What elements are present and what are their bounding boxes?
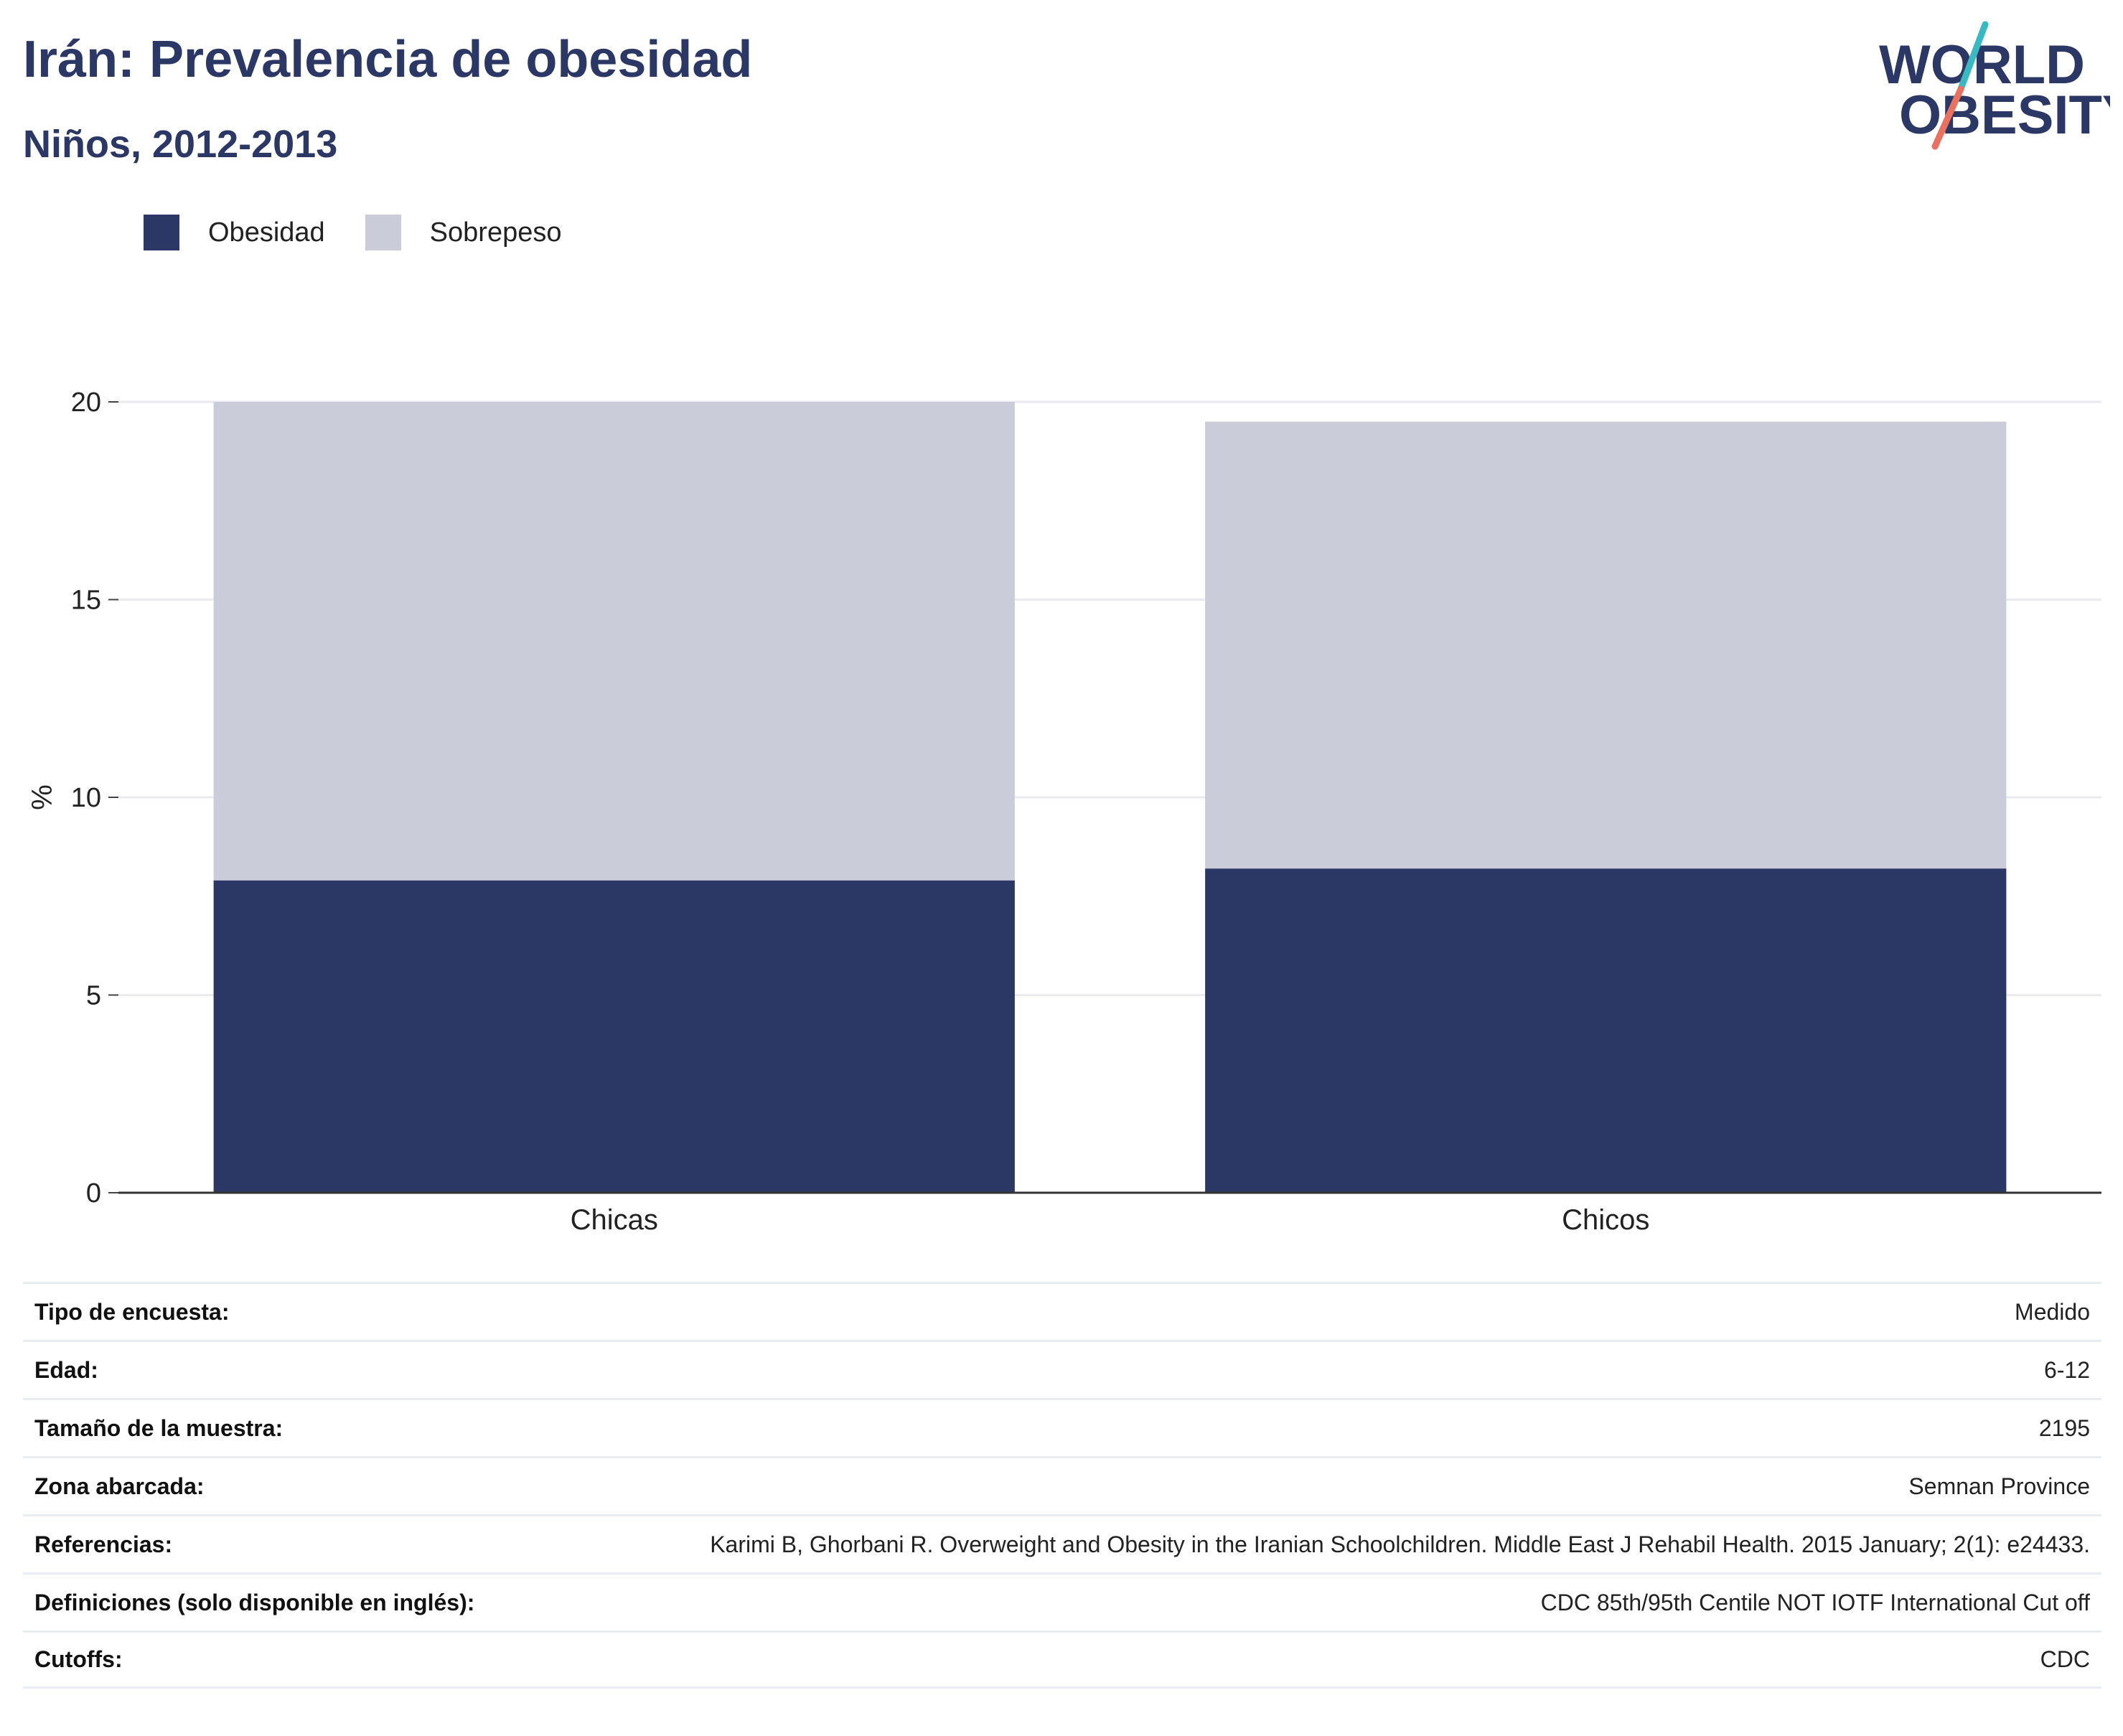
chart-title: Irán: Prevalencia de obesidad — [23, 31, 753, 88]
y-tick-label: 20 — [71, 388, 101, 418]
y-tick-label: 0 — [86, 1178, 101, 1209]
bar-obesidad-chicas — [213, 880, 1015, 1193]
legend-item-obesidad: Obesidad — [144, 215, 325, 250]
info-value: Semnan Province — [1908, 1473, 2090, 1499]
y-tick-label: 5 — [86, 981, 101, 1011]
legend-label-sobrepeso: Sobrepeso — [429, 217, 562, 248]
info-row-definitions: Definiciones (solo disponible en inglés)… — [23, 1572, 2101, 1631]
info-label: Edad: — [34, 1356, 98, 1383]
info-value: CDC 85th/95th Centile NOT IOTF Internati… — [1540, 1589, 2090, 1615]
info-label: Zona abarcada: — [34, 1473, 205, 1499]
info-row-sample-size: Tamaño de la muestra: 2195 — [23, 1398, 2101, 1456]
legend-swatch-obesidad — [144, 215, 179, 250]
stacked-bar-chart: 0 5 10 15 20% Chicas Chicos — [27, 388, 2101, 1236]
info-value: Medido — [2015, 1298, 2090, 1325]
info-row-references: Referencias: Karimi B, Ghorbani R. Overw… — [23, 1514, 2101, 1572]
legend-item-sobrepeso: Sobrepeso — [365, 215, 562, 250]
bar-obesidad-chicos — [1205, 868, 2007, 1193]
info-label: Cutoffs: — [34, 1646, 123, 1672]
legend-swatch-sobrepeso — [365, 215, 401, 250]
info-label: Referencias: — [34, 1531, 173, 1557]
y-tick-label: 10 — [71, 783, 101, 813]
info-row-area: Zona abarcada: Semnan Province — [23, 1456, 2101, 1514]
y-axis-label: % — [27, 784, 58, 810]
y-tick-label: 15 — [71, 586, 101, 616]
info-row-age: Edad: 6-12 — [23, 1340, 2101, 1398]
info-value: CDC — [2040, 1646, 2090, 1672]
logo-line-2: OBESITY — [1899, 85, 2110, 146]
world-obesity-logo: WORLD OBESITY — [1879, 21, 2110, 150]
x-tick-label: Chicas — [571, 1204, 658, 1236]
info-value: 2195 — [2038, 1414, 2090, 1441]
info-row-cutoffs: Cutoffs: CDC — [23, 1631, 2101, 1689]
bar-sobrepeso-chicos — [1205, 421, 2007, 869]
survey-info-table: Tipo de encuesta: Medido Edad: 6-12 Tama… — [23, 1282, 2101, 1689]
chart-legend: Obesidad Sobrepeso — [144, 212, 601, 253]
logo-slash-top — [1957, 21, 1989, 93]
info-label: Tipo de encuesta: — [34, 1298, 230, 1325]
chart-subtitle: Niños, 2012-2013 — [23, 123, 338, 166]
legend-label-obesidad: Obesidad — [208, 217, 325, 248]
x-tick-label: Chicos — [1562, 1204, 1649, 1236]
info-value: 6-12 — [2043, 1356, 2090, 1383]
bar-sobrepeso-chicas — [213, 402, 1015, 881]
logo-line-1: WORLD — [1879, 34, 2085, 95]
info-label: Tamaño de la muestra: — [34, 1414, 283, 1441]
info-row-survey-type: Tipo de encuesta: Medido — [23, 1282, 2101, 1340]
info-value: Karimi B, Ghorbani R. Overweight and Obe… — [710, 1531, 2090, 1557]
logo-slash-bottom — [1931, 85, 1964, 150]
info-label: Definiciones (solo disponible en inglés)… — [34, 1589, 475, 1615]
